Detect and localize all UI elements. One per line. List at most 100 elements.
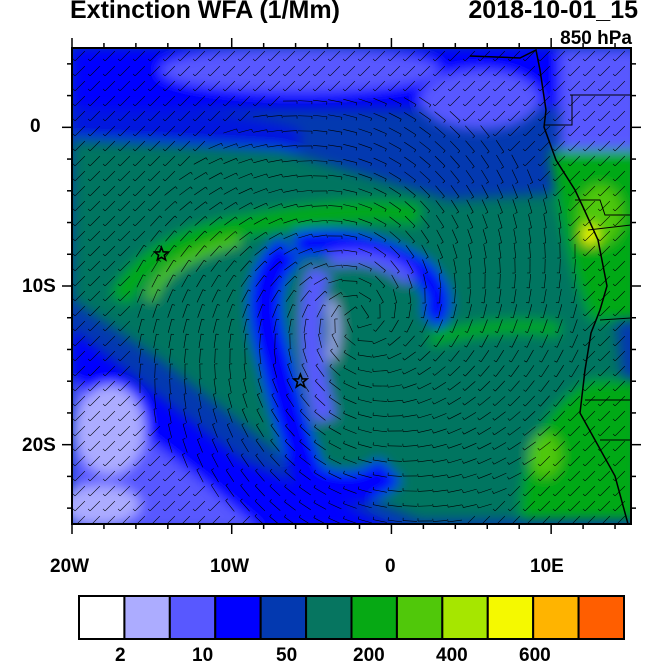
wind-barb	[313, 114, 327, 118]
wind-barb	[599, 95, 611, 107]
wind-barb-tick	[102, 358, 106, 362]
wind-barb	[614, 80, 626, 92]
wind-barb	[433, 474, 447, 478]
wind-barb-tick	[450, 316, 454, 319]
wind-barb-tick	[117, 328, 121, 332]
wind-barb-tick	[370, 253, 372, 257]
wind-barb	[300, 290, 310, 302]
wind-barb-tick	[280, 232, 283, 236]
wind-barb	[404, 201, 416, 211]
wind-barb-tick	[597, 343, 601, 347]
wind-barb	[257, 394, 263, 408]
wind-barb	[404, 80, 416, 92]
wind-barb-tick	[102, 388, 106, 392]
wind-barb	[168, 334, 172, 348]
wind-barb	[228, 334, 232, 348]
wind-barb	[358, 98, 372, 104]
wind-barb	[313, 220, 327, 222]
borders	[545, 94, 631, 441]
wind-barb-tick	[177, 88, 181, 92]
wind-barb	[449, 140, 461, 152]
wind-barb-tick	[72, 433, 76, 437]
wind-barb	[253, 217, 267, 225]
colorbar-swatch	[259, 595, 308, 640]
wind-barb-tick	[225, 498, 229, 501]
wind-barb	[253, 173, 267, 179]
wind-barb-tick	[324, 290, 328, 294]
wind-barb	[328, 114, 342, 118]
wind-barb	[302, 349, 308, 363]
wind-barb-tick	[72, 58, 76, 62]
wind-barb	[104, 230, 116, 242]
wind-barb-tick	[523, 389, 526, 392]
wind-barb-tick	[189, 245, 192, 248]
wind-barb-tick	[217, 289, 221, 292]
wind-barb-tick	[555, 302, 559, 304]
wind-barb	[513, 289, 517, 303]
wind-barb-tick	[417, 73, 421, 77]
wind-barb-tick	[409, 287, 413, 289]
wind-barb-tick	[342, 58, 346, 62]
wind-barb-tick	[486, 151, 490, 154]
wind-barb-tick	[403, 344, 406, 347]
wind-barb-tick	[220, 187, 223, 190]
y-tick-label: 20S	[22, 435, 56, 456]
wind-barb	[463, 488, 477, 494]
wind-barb	[524, 411, 536, 421]
wind-barb-tick	[373, 329, 376, 332]
wind-barb-tick	[327, 88, 331, 92]
wind-barb-tick	[72, 373, 76, 377]
wind-barb	[388, 399, 402, 403]
wind-barb-tick	[147, 88, 151, 92]
wind-barb-tick	[507, 103, 511, 107]
wind-barb-tick	[276, 318, 280, 320]
pressure-level: 850 hPa	[560, 28, 632, 49]
wind-barb-tick	[299, 423, 302, 427]
wind-barb-tick	[612, 238, 616, 242]
wind-barb-tick	[211, 453, 215, 456]
wind-barb-tick	[72, 163, 76, 167]
wind-barb	[433, 459, 447, 463]
wind-barb	[480, 365, 490, 377]
wind-barb	[418, 398, 432, 404]
wind-barb-tick	[612, 343, 616, 347]
wind-barb	[467, 229, 473, 243]
wind-barb-tick	[173, 259, 177, 262]
wind-barb	[387, 415, 403, 417]
wind-barb-tick	[221, 143, 223, 146]
wind-barb	[223, 128, 237, 134]
wind-barb	[210, 260, 220, 272]
wind-barb	[508, 441, 522, 451]
wind-barb-tick	[382, 285, 386, 289]
wind-barb	[104, 275, 116, 287]
wind-barb	[526, 515, 536, 524]
wind-barb	[343, 367, 357, 375]
wind-barb	[330, 350, 340, 362]
wind-barb-tick	[388, 330, 392, 333]
wind-barb-tick	[147, 433, 151, 437]
wind-barb	[213, 394, 217, 408]
wind-barb	[402, 445, 418, 447]
wind-barb	[165, 259, 175, 273]
wind-barb	[584, 125, 596, 137]
wind-barb-tick	[457, 181, 460, 184]
wind-barb-tick	[237, 118, 241, 122]
wind-barb	[418, 382, 432, 390]
wind-barb	[197, 439, 203, 453]
wind-barb	[614, 65, 626, 77]
wind-barb	[540, 395, 550, 407]
wind-barb	[74, 290, 86, 302]
wind-barb	[134, 395, 146, 407]
wind-barb-tick	[432, 58, 436, 62]
wind-barb	[599, 125, 611, 137]
wind-barb	[448, 458, 462, 464]
wind-barb-tick	[132, 178, 136, 182]
wind-barb-tick	[456, 211, 459, 214]
wind-barb	[269, 246, 281, 256]
wind-barb-tick	[311, 219, 313, 223]
wind-barb	[511, 334, 519, 348]
wind-barb	[134, 215, 146, 227]
wind-barb	[569, 410, 581, 422]
wind-barb	[164, 215, 176, 227]
wind-barb	[465, 125, 475, 137]
